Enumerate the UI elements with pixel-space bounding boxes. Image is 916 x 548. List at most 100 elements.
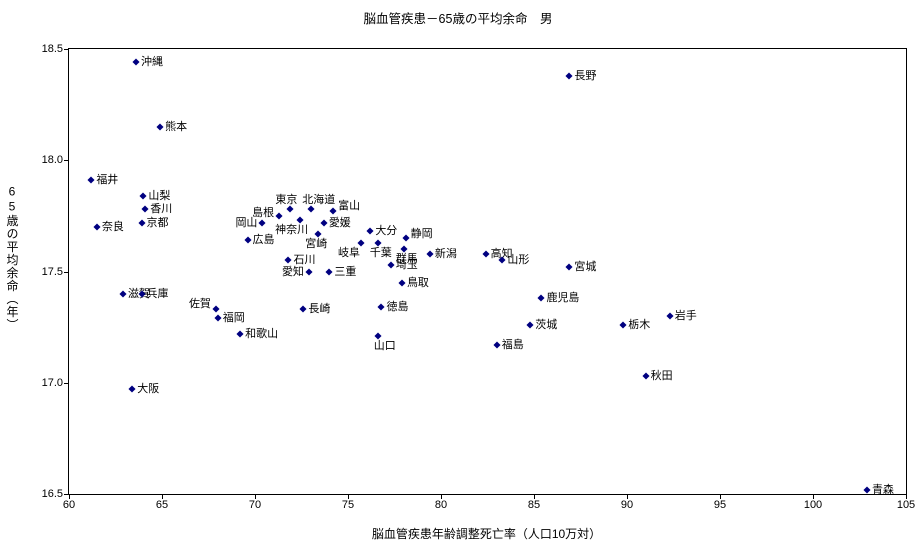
x-axis-title: 脳血管疾患年齢調整死亡率（人口10万対）: [371, 527, 602, 541]
x-tick-label: 90: [620, 499, 634, 511]
data-point-marker: [87, 176, 95, 184]
data-point-marker: [296, 216, 304, 224]
data-point-label: 宮城: [574, 261, 597, 273]
y-tick-label: 18.5: [41, 43, 63, 55]
y-tick-label: 16.5: [41, 488, 63, 500]
data-point-marker: [156, 123, 164, 131]
data-point-label: 徳島: [386, 301, 409, 314]
data-point-label: 群馬: [395, 253, 418, 266]
data-point-label: 岡山: [235, 216, 258, 229]
y-tick-label: 18.0: [41, 154, 63, 167]
data-point-marker: [863, 486, 871, 494]
data-point-label: 京都: [146, 216, 169, 229]
data-point-label: 栃木: [628, 318, 651, 331]
data-point-label: 静岡: [410, 228, 433, 241]
data-point-marker: [400, 245, 408, 253]
data-point-marker: [325, 267, 333, 276]
y-tick-mark: [64, 271, 68, 273]
data-point-label: 千葉: [369, 246, 392, 259]
data-point-label: 兵庫: [146, 287, 169, 300]
data-point-label: 福島: [501, 338, 524, 351]
data-point-label: 島根: [252, 206, 275, 219]
data-point-label: 佐賀: [188, 298, 211, 311]
data-point-label: 熊本: [165, 120, 188, 133]
data-point-label: 山形: [507, 254, 530, 267]
data-point-marker: [141, 205, 149, 213]
plot-area: 60 65 70 75 80 85 90 95 100 105 16.5 17.0 17.5 18.0 18…: [42, 43, 916, 511]
data-point-label: 長野: [574, 69, 597, 82]
data-point-label: 北海道: [302, 194, 336, 207]
y-tick-mark: [64, 494, 68, 495]
data-point-marker: [426, 250, 434, 258]
data-point-label: 宮崎: [305, 237, 328, 250]
data-point-marker: [666, 312, 674, 320]
data-point-label: 鳥取: [406, 276, 429, 289]
x-tick-label: 105: [896, 499, 916, 511]
x-tick-mark: [534, 495, 535, 499]
data-point-marker: [119, 290, 127, 298]
data-point-marker: [212, 305, 220, 313]
data-point-marker: [377, 303, 386, 311]
x-tick-mark: [348, 495, 349, 499]
data-point-marker: [526, 321, 534, 329]
y-tick-label: 17.5: [41, 265, 63, 278]
x-tick-mark: [627, 495, 628, 499]
x-tick-label: 60: [62, 499, 76, 511]
y-tick-mark: [64, 49, 68, 50]
data-point-label: 愛媛: [328, 216, 351, 229]
data-point-marker: [258, 219, 266, 227]
data-point-marker: [493, 341, 501, 349]
x-tick-label: 85: [527, 499, 541, 511]
data-point-label: 秋田: [650, 370, 673, 383]
data-point-marker: [275, 212, 283, 220]
data-point-label: 大分: [375, 225, 398, 238]
x-tick-mark: [813, 495, 814, 499]
data-point-marker: [357, 239, 365, 247]
x-tick-mark: [255, 495, 256, 499]
data-point-label: 大阪: [137, 383, 160, 396]
data-point-marker: [286, 205, 294, 213]
data-point-marker: [366, 227, 374, 235]
data-point-marker: [128, 385, 136, 393]
data-point-marker: [284, 256, 293, 264]
data-point-label: 三重: [334, 265, 357, 278]
data-point-marker: [398, 279, 406, 287]
data-point-marker: [619, 321, 627, 329]
y-tick-mark: [64, 382, 68, 384]
data-point-label: 奈良: [101, 220, 124, 233]
data-point-label: 山梨: [148, 189, 171, 202]
data-point-marker: [139, 192, 147, 200]
data-point-label: 新潟: [434, 247, 457, 260]
data-point-label: 広島: [252, 234, 275, 247]
data-point-marker: [236, 330, 244, 338]
x-tick-label: 80: [434, 499, 448, 511]
data-point-marker: [305, 267, 313, 276]
data-point-label: 鹿児島: [546, 292, 580, 305]
data-point-label: 神奈川: [275, 224, 309, 237]
data-point-label: 東京: [275, 194, 298, 207]
data-point-marker: [482, 250, 490, 258]
data-point-label: 青森: [871, 483, 894, 496]
data-point-marker: [320, 219, 328, 227]
data-point-label: 福井: [96, 174, 119, 187]
x-tick-label: 95: [713, 499, 727, 511]
x-tick-mark: [162, 495, 163, 499]
data-point-marker: [214, 314, 222, 322]
data-point-label: 長崎: [308, 303, 331, 316]
y-tick-label: 17.0: [41, 376, 63, 389]
data-point-marker: [387, 261, 395, 269]
x-tick-mark: [441, 495, 442, 499]
data-point-marker: [565, 263, 573, 271]
data-point-label: 高知: [490, 247, 513, 260]
data-point-label: 福岡: [222, 312, 245, 325]
x-tick-mark: [720, 495, 721, 499]
data-point-marker: [314, 230, 322, 238]
data-point-marker: [537, 294, 545, 302]
x-tick-label: 65: [155, 499, 169, 511]
data-point-marker: [137, 219, 146, 227]
data-point-label: 富山: [338, 200, 361, 213]
x-tick-mark: [906, 495, 907, 499]
data-point-marker: [307, 205, 315, 213]
data-point-label: 茨城: [535, 318, 558, 331]
